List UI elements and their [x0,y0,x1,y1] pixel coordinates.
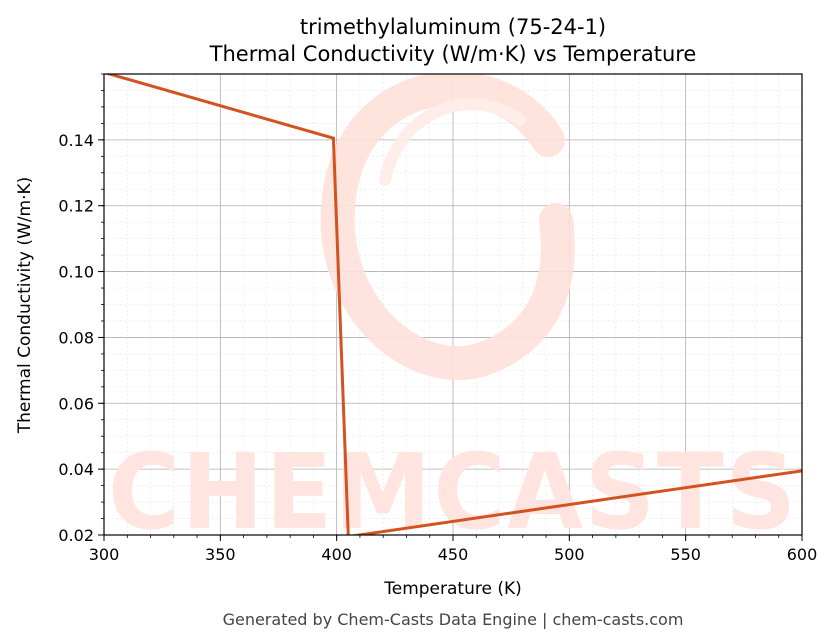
y-tick-label: 0.02 [58,526,94,545]
watermark-text: CHEMCASTS [108,431,798,553]
chart-subtitle: Thermal Conductivity (W/m·K) vs Temperat… [209,42,697,66]
watermark-logo-icon [320,74,575,381]
x-tick-label: 550 [670,545,701,564]
chart-title: trimethylaluminum (75-24-1) [300,15,606,39]
footer-credit: Generated by Chem-Casts Data Engine | ch… [223,610,684,629]
x-tick-label: 350 [205,545,236,564]
x-tick-label: 450 [438,545,469,564]
x-axis-label: Temperature (K) [383,579,522,599]
y-axis: 0.02 0.04 0.06 0.08 0.10 0.12 0.14 [58,73,104,545]
x-tick-label: 400 [321,545,352,564]
x-axis: 300 350 400 450 500 550 600 [89,535,818,564]
y-tick-label: 0.14 [58,131,94,150]
y-tick-label: 0.12 [58,197,94,216]
y-tick-label: 0.08 [58,328,94,347]
series-layer [104,74,802,535]
x-tick-label: 500 [554,545,585,564]
x-tick-label: 600 [787,545,818,564]
y-axis-label: Thermal Conductivity (W/m·K) [15,177,35,435]
series-line-0 [104,74,802,535]
x-tick-label: 300 [89,545,120,564]
y-tick-label: 0.06 [58,394,94,413]
y-tick-label: 0.10 [58,263,94,282]
y-tick-label: 0.04 [58,460,94,479]
watermark: CHEMCASTS [108,74,798,553]
